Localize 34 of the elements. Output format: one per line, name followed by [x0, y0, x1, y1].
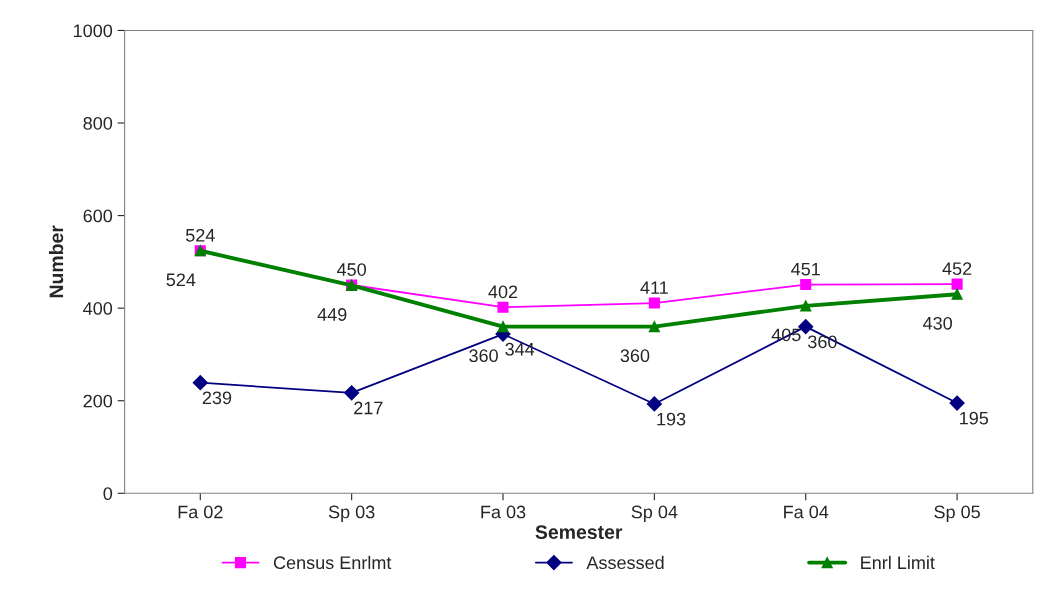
data-label: 524 — [185, 228, 215, 242]
data-label: 451 — [791, 262, 820, 276]
data-label: 344 — [505, 342, 535, 356]
legend-label: Enrl Limit — [861, 555, 935, 570]
data-label: 430 — [923, 316, 952, 330]
data-label: 411 — [640, 281, 668, 294]
data-label: 360 — [469, 349, 498, 363]
legend-label: Assessed — [586, 555, 664, 570]
x-tick-label: Fa 04 — [784, 505, 829, 519]
data-label: 402 — [488, 285, 518, 299]
x-tick-label: Fa 03 — [481, 505, 526, 519]
x-tick-label: Sp 03 — [328, 505, 375, 522]
data-label: 449 — [317, 308, 347, 321]
data-label: 360 — [620, 349, 650, 363]
x-tick-label: Fa 02 — [178, 505, 223, 519]
data-label: 195 — [960, 411, 989, 425]
data-label: 217 — [354, 401, 383, 415]
data-label: 524 — [166, 273, 196, 287]
x-tick-label: Sp 05 — [934, 505, 980, 522]
x-tick-label: Sp 04 — [631, 505, 678, 522]
y-tick-label: 1000 — [74, 24, 113, 38]
y-tick-label: 200 — [83, 394, 113, 408]
y-tick-label: 400 — [83, 302, 113, 315]
data-label: 360 — [808, 335, 837, 349]
data-label: 193 — [657, 412, 686, 426]
x-axis-title: Semester — [535, 525, 623, 539]
y-tick-label: 0 — [103, 487, 113, 501]
data-label: 452 — [942, 262, 972, 276]
y-tick-label: 600 — [83, 209, 113, 223]
data-label: 450 — [337, 263, 367, 276]
y-tick-label: 800 — [83, 116, 113, 130]
y-axis-title: Number — [48, 225, 64, 298]
legend-label: Census Enrlmt — [273, 555, 392, 570]
data-label: 239 — [202, 391, 232, 405]
